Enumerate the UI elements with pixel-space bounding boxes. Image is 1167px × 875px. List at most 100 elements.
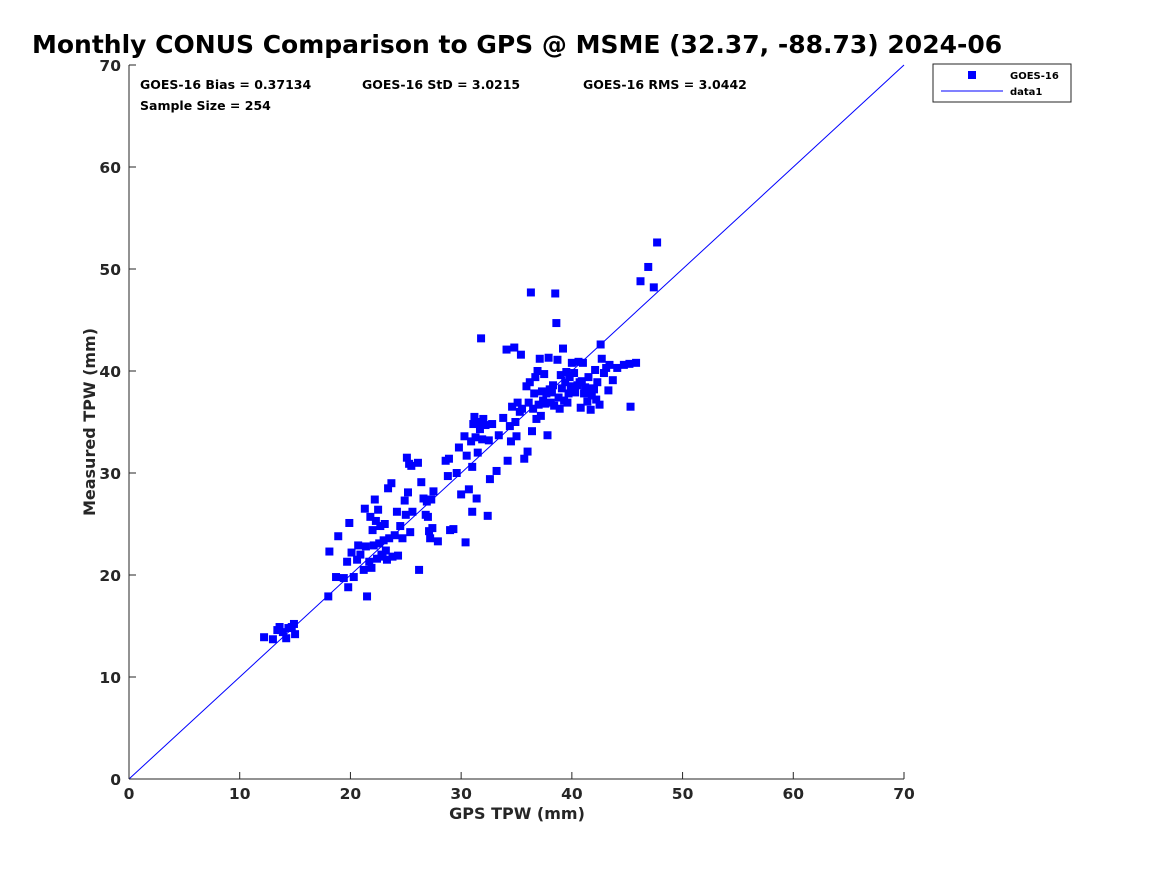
data-point [475, 425, 484, 434]
x-tick-label: 60 [782, 785, 804, 803]
data-point [359, 565, 368, 574]
x-tick-label: 40 [561, 785, 583, 803]
data-point [334, 532, 343, 541]
legend-box [932, 63, 1072, 103]
data-point [477, 334, 486, 343]
x-ticks: 0 10 20 30 40 50 60 70 [124, 772, 915, 803]
data-point [470, 412, 479, 421]
data-point [499, 413, 508, 422]
data-point [454, 443, 463, 452]
data-point [428, 524, 437, 533]
data-point [380, 520, 389, 528]
data-point [526, 288, 535, 297]
data-point [361, 542, 370, 551]
y-tick-label: 20 [99, 567, 121, 585]
data-point [597, 354, 606, 363]
chart-title: Monthly CONUS Comparison to GPS @ MSME (… [32, 30, 1002, 59]
data-point [382, 555, 391, 564]
data-point [485, 475, 494, 484]
data-point [516, 350, 525, 359]
data-point [625, 359, 634, 368]
data-point [429, 487, 438, 496]
legend: GOES-16 data1 [932, 63, 1072, 103]
data-point [345, 518, 354, 527]
data-point [586, 405, 595, 414]
legend-label-goes16: GOES-16 [1010, 71, 1059, 82]
data-point [522, 382, 531, 391]
sample-size-annotation: Sample Size = 254 [140, 98, 271, 113]
data-point [278, 628, 287, 637]
data-point [503, 456, 512, 465]
data-point [472, 494, 481, 503]
data-point [400, 496, 409, 505]
data-point [537, 387, 546, 396]
data-point [506, 437, 515, 446]
data-point [535, 354, 544, 363]
data-point [394, 551, 403, 560]
x-tick-label: 20 [340, 785, 362, 803]
data-point [396, 522, 405, 531]
data-point [508, 402, 517, 411]
data-point [547, 388, 556, 397]
data-point [260, 633, 269, 642]
data-point [452, 469, 461, 477]
data-point [344, 583, 353, 592]
data-point [469, 420, 478, 429]
y-tick-label: 0 [110, 771, 121, 789]
data-point [595, 400, 604, 409]
data-point [457, 490, 466, 499]
data-point [268, 635, 277, 644]
x-tick-label: 30 [450, 785, 472, 803]
y-tick-label: 30 [99, 465, 121, 483]
legend-label-data1: data1 [1010, 87, 1042, 98]
data-point [426, 534, 435, 543]
data-point [392, 507, 401, 516]
data-point [488, 420, 497, 429]
x-tick-label: 10 [229, 785, 251, 803]
data-point [381, 546, 390, 555]
data-point [474, 418, 483, 426]
data-point [502, 345, 511, 354]
data-point [528, 427, 536, 436]
data-point [591, 365, 600, 374]
y-tick-label: 70 [99, 57, 121, 75]
data-point [373, 554, 381, 563]
data-point [557, 384, 566, 393]
data-point [581, 383, 590, 392]
data-point [533, 367, 542, 375]
data-point [444, 454, 453, 463]
data-point [369, 541, 378, 550]
data-point [512, 432, 521, 441]
data-point [385, 534, 394, 543]
data-point [478, 435, 487, 444]
data-point [406, 528, 415, 537]
data-point [544, 353, 553, 362]
data-point [347, 548, 356, 557]
data-point [585, 384, 594, 393]
axes [128, 65, 904, 780]
data-point [462, 451, 471, 460]
data-point [532, 414, 541, 423]
data-point [511, 418, 520, 426]
data-point [468, 462, 477, 471]
data-point [566, 382, 575, 391]
data-point [580, 389, 589, 398]
data-point [388, 552, 397, 561]
data-point [531, 373, 540, 382]
data-point [339, 574, 348, 583]
data-point [540, 370, 549, 379]
identity-line [128, 64, 905, 780]
data-point [464, 485, 473, 494]
data-point [523, 447, 532, 456]
y-tick-label: 50 [99, 261, 121, 279]
data-point [576, 403, 585, 412]
data-point [483, 511, 492, 520]
data-point [365, 557, 374, 566]
data-point [407, 461, 416, 470]
x-tick-label: 70 [893, 785, 915, 803]
data-point [443, 472, 452, 481]
data-point [366, 512, 375, 521]
data-point [461, 538, 470, 547]
data-markers [260, 238, 662, 644]
data-point [481, 421, 490, 430]
